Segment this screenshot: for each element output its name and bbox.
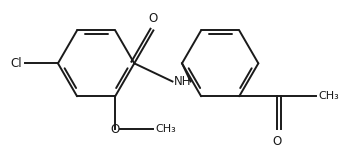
Text: NH: NH <box>173 75 191 88</box>
Text: O: O <box>273 135 282 148</box>
Text: O: O <box>149 12 158 25</box>
Text: O: O <box>111 123 120 136</box>
Text: Cl: Cl <box>11 57 22 70</box>
Text: CH₃: CH₃ <box>318 91 339 101</box>
Text: CH₃: CH₃ <box>156 124 177 134</box>
